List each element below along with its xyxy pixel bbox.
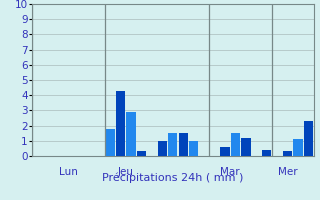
Text: Jeu: Jeu	[118, 167, 134, 177]
Text: Lun: Lun	[59, 167, 78, 177]
Bar	[220, 147, 230, 156]
Bar	[126, 112, 136, 156]
Bar	[293, 139, 303, 156]
Text: Mar: Mar	[220, 167, 240, 177]
Bar	[304, 121, 313, 156]
Bar	[116, 91, 125, 156]
Bar	[179, 133, 188, 156]
Bar	[137, 151, 146, 156]
Bar	[231, 133, 240, 156]
Bar	[158, 141, 167, 156]
Bar	[283, 151, 292, 156]
X-axis label: Précipitations 24h ( mm ): Précipitations 24h ( mm )	[102, 173, 244, 183]
Bar	[168, 133, 178, 156]
Text: Mer: Mer	[278, 167, 297, 177]
Bar	[106, 129, 115, 156]
Bar	[241, 138, 251, 156]
Bar	[262, 150, 271, 156]
Bar	[189, 141, 198, 156]
